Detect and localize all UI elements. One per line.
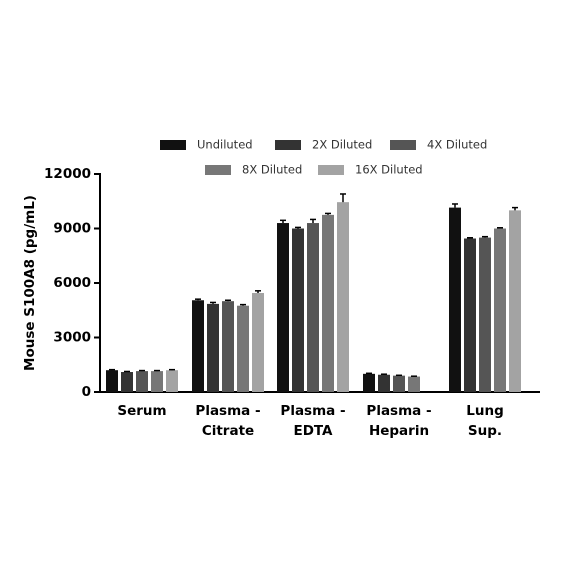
bar [292,228,304,392]
error-bar [154,369,160,372]
y-tick-label: 6000 [53,275,91,291]
error-bar [452,203,458,208]
x-tick-label: Plasma - [280,403,345,419]
x-tick-label: Lung [466,403,504,419]
x-tick-label: Plasma - [366,403,431,419]
x-tick-label: EDTA [293,423,333,439]
bar [222,301,234,392]
x-tick-label: Citrate [202,423,254,439]
bar [277,223,289,392]
bar [237,305,249,392]
legend-label: 8X Diluted [242,163,302,177]
x-tick-label: Heparin [369,423,429,439]
legend-swatch [318,165,344,175]
x-tick-label: Serum [117,403,166,419]
bar [408,376,420,392]
error-bar [109,368,115,371]
legend-swatch [205,165,231,175]
error-bar [169,368,175,371]
bar [307,223,319,392]
bar [378,374,390,392]
bar [479,237,491,392]
x-tick-label: Plasma - [195,403,260,419]
legend-label: 2X Diluted [312,138,372,152]
error-bar [340,193,346,203]
bar [151,371,163,392]
bar [166,370,178,392]
y-tick-label: 3000 [53,330,91,346]
bar [449,207,461,392]
bar [393,375,405,392]
y-tick-label: 9000 [53,221,91,237]
legend-swatch [160,140,186,150]
legend-swatch [275,140,301,150]
error-bar [497,227,503,229]
bar [363,373,375,392]
bar [121,372,133,392]
error-bar [512,206,518,211]
legend-label: Undiluted [197,138,253,152]
bar [192,300,204,392]
error-bar [124,370,130,373]
error-bar [381,373,387,375]
error-bar [210,301,216,304]
error-bar [255,290,261,293]
bar [337,202,349,392]
error-bar [295,226,301,229]
bar [494,228,506,392]
y-tick-label: 12000 [44,166,91,182]
bar [207,303,219,392]
error-bar [467,237,473,239]
legend-label: 4X Diluted [427,138,487,152]
y-axis-label: Mouse S100A8 (pg/mL) [22,195,38,371]
x-tick-label: Sup. [468,423,502,439]
bar [509,210,521,392]
error-bar [195,298,201,301]
error-bar [240,303,246,306]
bar [136,371,148,392]
bar [252,292,264,392]
bar [106,370,118,392]
error-bar [310,218,316,224]
error-bar [325,212,331,215]
legend-swatch [390,140,416,150]
bar [464,238,476,392]
error-bar [482,235,488,238]
legend-label: 16X Diluted [355,163,423,177]
error-bar [280,219,286,224]
error-bar [225,299,231,302]
error-bar [139,369,145,372]
y-tick-label: 0 [82,384,91,400]
bar [322,214,334,392]
error-bar [366,372,372,375]
